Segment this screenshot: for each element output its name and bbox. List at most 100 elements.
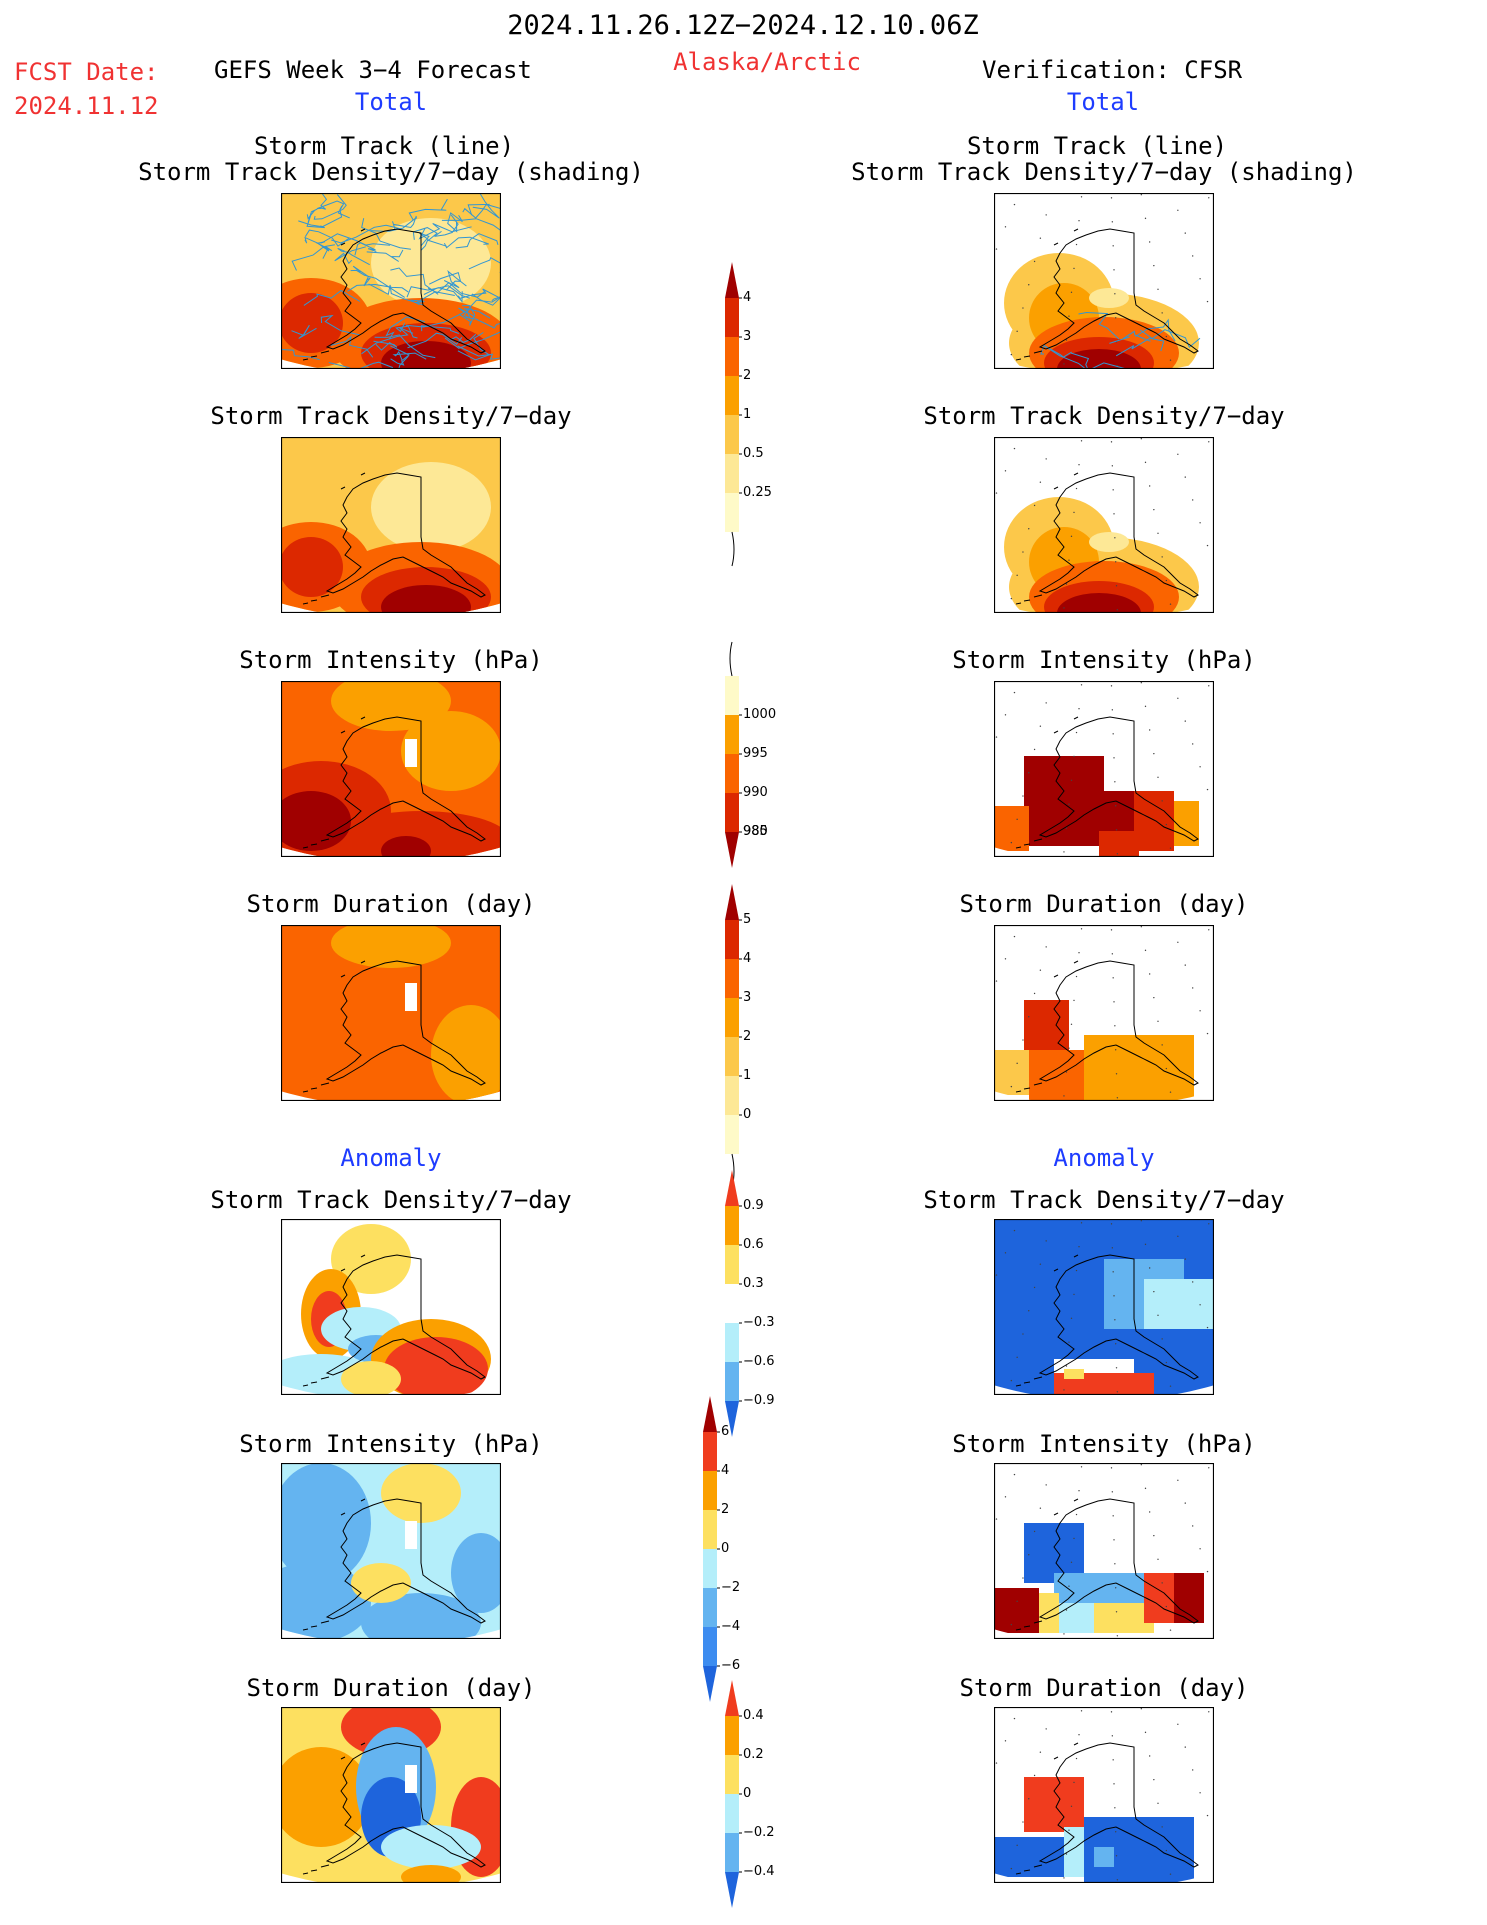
storm-track [457, 288, 501, 301]
storm-track [406, 285, 470, 299]
panel-frame [281, 681, 501, 857]
graticule-dots [995, 1220, 1210, 1393]
right-density-anom-title: Storm Track Density/7−day [923, 1186, 1285, 1214]
colorbar-tick-label: −4 [721, 1619, 741, 1634]
colorbar-tick-label: −0.3 [743, 1315, 775, 1330]
left-density-title: Storm Track Density/7−day [210, 402, 572, 430]
colorbar-segment [725, 1833, 739, 1872]
alaska-coastline [325, 716, 486, 842]
aleutian-islands [1015, 716, 1079, 849]
colorbar-segment [725, 376, 739, 415]
colorbar-tail-top [729, 641, 733, 677]
aleutian-islands [302, 1742, 366, 1875]
storm-track [374, 334, 436, 359]
colorbar-intensity: 1000 995 990 985 980 [718, 640, 778, 868]
panel-frame [281, 193, 501, 369]
storm-track [361, 218, 411, 250]
colorbar-tick-label: 0 [743, 1786, 752, 1801]
colorbar-segment [725, 676, 739, 715]
colorbar-arrow-bottom [725, 832, 739, 868]
storm-track [328, 361, 394, 369]
storm-track [1040, 344, 1072, 358]
colorbar-arrow-top [725, 1170, 739, 1206]
alaska-coastline [1038, 1742, 1199, 1868]
colorbar-segment [725, 454, 739, 493]
colorbar-arrow-top [725, 1680, 739, 1716]
field-pos [401, 1865, 461, 1883]
field-low [371, 218, 491, 308]
colorbar-density: 4 3 2 1 0.5 0.25 [718, 262, 778, 568]
field-max [1024, 756, 1104, 846]
colorbar-segment [725, 1037, 739, 1076]
map-panel-ver-intensity [994, 681, 1214, 857]
aleutian-islands [302, 716, 366, 849]
alaska-coastline [1038, 1254, 1199, 1380]
panel-frame [281, 1219, 501, 1395]
colorbar-tick-label: 0.4 [743, 1708, 764, 1723]
field-high [1024, 1000, 1069, 1050]
storm-track [405, 307, 476, 328]
map-panel-ver-density [994, 437, 1214, 613]
panel-frame [994, 437, 1214, 613]
storm-track [462, 203, 488, 219]
map-panel-ver-duration [994, 925, 1214, 1101]
field-max [1104, 791, 1134, 831]
field-pos [381, 1463, 461, 1523]
field-max [381, 836, 431, 857]
aleutian-islands [302, 228, 366, 361]
map-panel-ver-density-anom [994, 1219, 1214, 1395]
panel-frame [994, 193, 1214, 369]
colorbar-segment [725, 1362, 739, 1401]
field-neg [1094, 1847, 1114, 1867]
storm-track [443, 236, 489, 249]
storm-track [303, 289, 361, 306]
field-low [1084, 1035, 1194, 1100]
map-panel-fcst-duration [281, 925, 501, 1101]
right-intensity-title: Storm Intensity (hPa) [952, 646, 1256, 674]
storm-track [455, 233, 499, 249]
colorbar-tick-label: −0.9 [743, 1393, 775, 1408]
colorbar-tick-label: 6 [721, 1424, 730, 1439]
colorbar-tick-label: 2 [743, 1029, 752, 1044]
storm-track [412, 227, 447, 247]
colorbar-tick-label: −2 [721, 1580, 741, 1595]
left-intensity-anom-title: Storm Intensity (hPa) [239, 1430, 543, 1458]
storm-track-lines [281, 193, 501, 369]
field-high [1134, 791, 1174, 851]
left-density-anom-title: Storm Track Density/7−day [210, 1186, 572, 1214]
storm-track [457, 332, 491, 361]
colorbar-density-anom: 0.9 0.6 0.3 −0.3 −0.6 −0.9 [718, 1170, 778, 1437]
storm-track [444, 331, 501, 349]
colorbar-segment [703, 1510, 717, 1549]
field-min [1089, 532, 1129, 552]
graticule-dots [995, 1708, 1210, 1881]
storm-track [441, 218, 501, 235]
left-track-shading-title: Storm Track Density/7−day (shading) [138, 158, 644, 186]
field-pos-max [994, 1588, 1039, 1633]
left-duration-title: Storm Duration (day) [246, 890, 536, 918]
storm-track [443, 269, 467, 289]
colorbar-segment [725, 998, 739, 1037]
colorbar-tick-label: −6 [721, 1658, 741, 1673]
alaska-coastline [1038, 472, 1199, 598]
colorbar-tick-label: 985 [743, 824, 768, 839]
storm-track [291, 246, 329, 271]
field-pos-max [1174, 1573, 1204, 1623]
field-pos [1039, 1593, 1059, 1633]
panel-frame [994, 1707, 1214, 1883]
map-panel-fcst-density [281, 437, 501, 613]
period-title: 2024.11.26.12Z−2024.12.10.06Z [507, 10, 979, 41]
colorbar-tick-label: 1 [743, 1068, 752, 1083]
colorbar-segment [725, 1716, 739, 1755]
colorbar-tick-label: −0.4 [743, 1864, 775, 1879]
missing-data [405, 1765, 417, 1793]
colorbar-arrow-top [703, 1396, 717, 1432]
colorbar-tick-label: 995 [743, 746, 768, 761]
colorbar-segment [703, 1432, 717, 1471]
field-pos [281, 1747, 371, 1847]
storm-track [390, 267, 439, 295]
alaska-coastline [1038, 960, 1199, 1086]
alaska-coastline [1038, 228, 1199, 354]
colorbar-tick-label: 2 [743, 368, 752, 383]
field-pos [331, 1224, 411, 1294]
